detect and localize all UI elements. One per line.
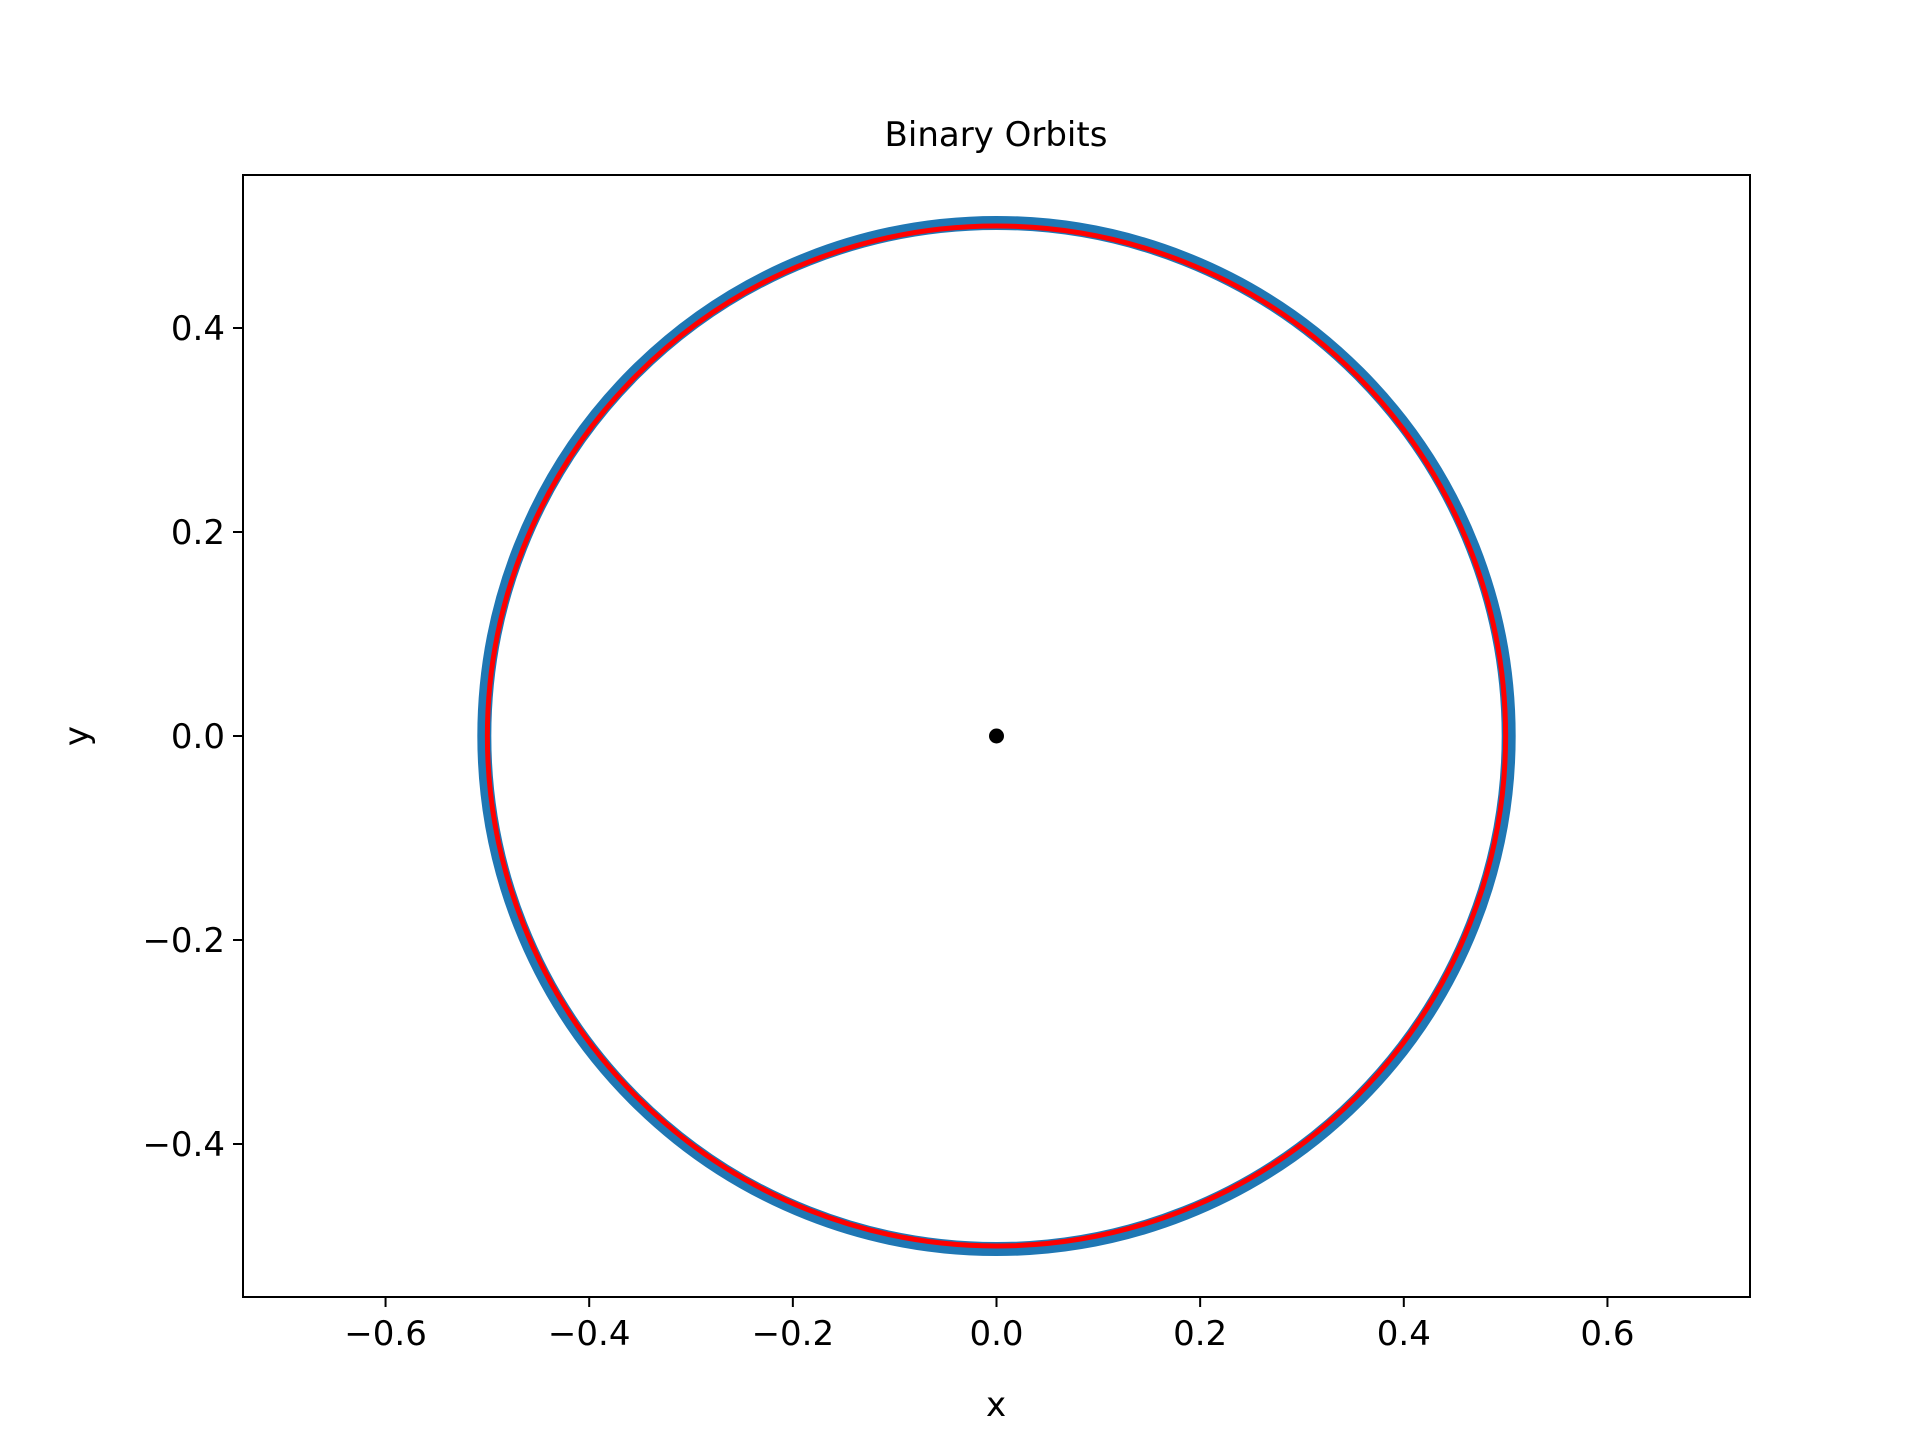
x-tick-label-3: 0.0 [969, 1314, 1023, 1354]
x-axis-ticks: −0.6 −0.4 −0.2 0.0 0.2 0.4 0.6 [344, 1297, 1634, 1354]
orbit-series-1 [484, 223, 1509, 1249]
y-axis-label: y [57, 726, 97, 746]
y-tick-label-3: 0.2 [171, 513, 225, 553]
x-axis-label: x [986, 1385, 1006, 1425]
y-tick-label-4: 0.4 [171, 309, 225, 349]
plot-area [477, 215, 1516, 1257]
x-tick-label-0: −0.6 [344, 1314, 427, 1354]
orbit-series-0 [477, 215, 1516, 1257]
axes-frame [242, 174, 1751, 1298]
y-axis-ticks: −0.4 −0.2 0.0 0.2 0.4 [142, 309, 243, 1165]
x-tick-label-2: −0.2 [752, 1314, 835, 1354]
chart-title: Binary Orbits [885, 115, 1108, 155]
x-tick-label-5: 0.4 [1377, 1314, 1431, 1354]
y-tick-label-1: −0.2 [142, 921, 225, 961]
x-tick-label-6: 0.6 [1580, 1314, 1634, 1354]
y-tick-label-0: −0.4 [142, 1125, 225, 1165]
y-tick-label-2: 0.0 [171, 717, 225, 757]
x-tick-label-1: −0.4 [548, 1314, 631, 1354]
x-tick-label-4: 0.2 [1173, 1314, 1227, 1354]
center-point-2-0 [989, 728, 1004, 744]
